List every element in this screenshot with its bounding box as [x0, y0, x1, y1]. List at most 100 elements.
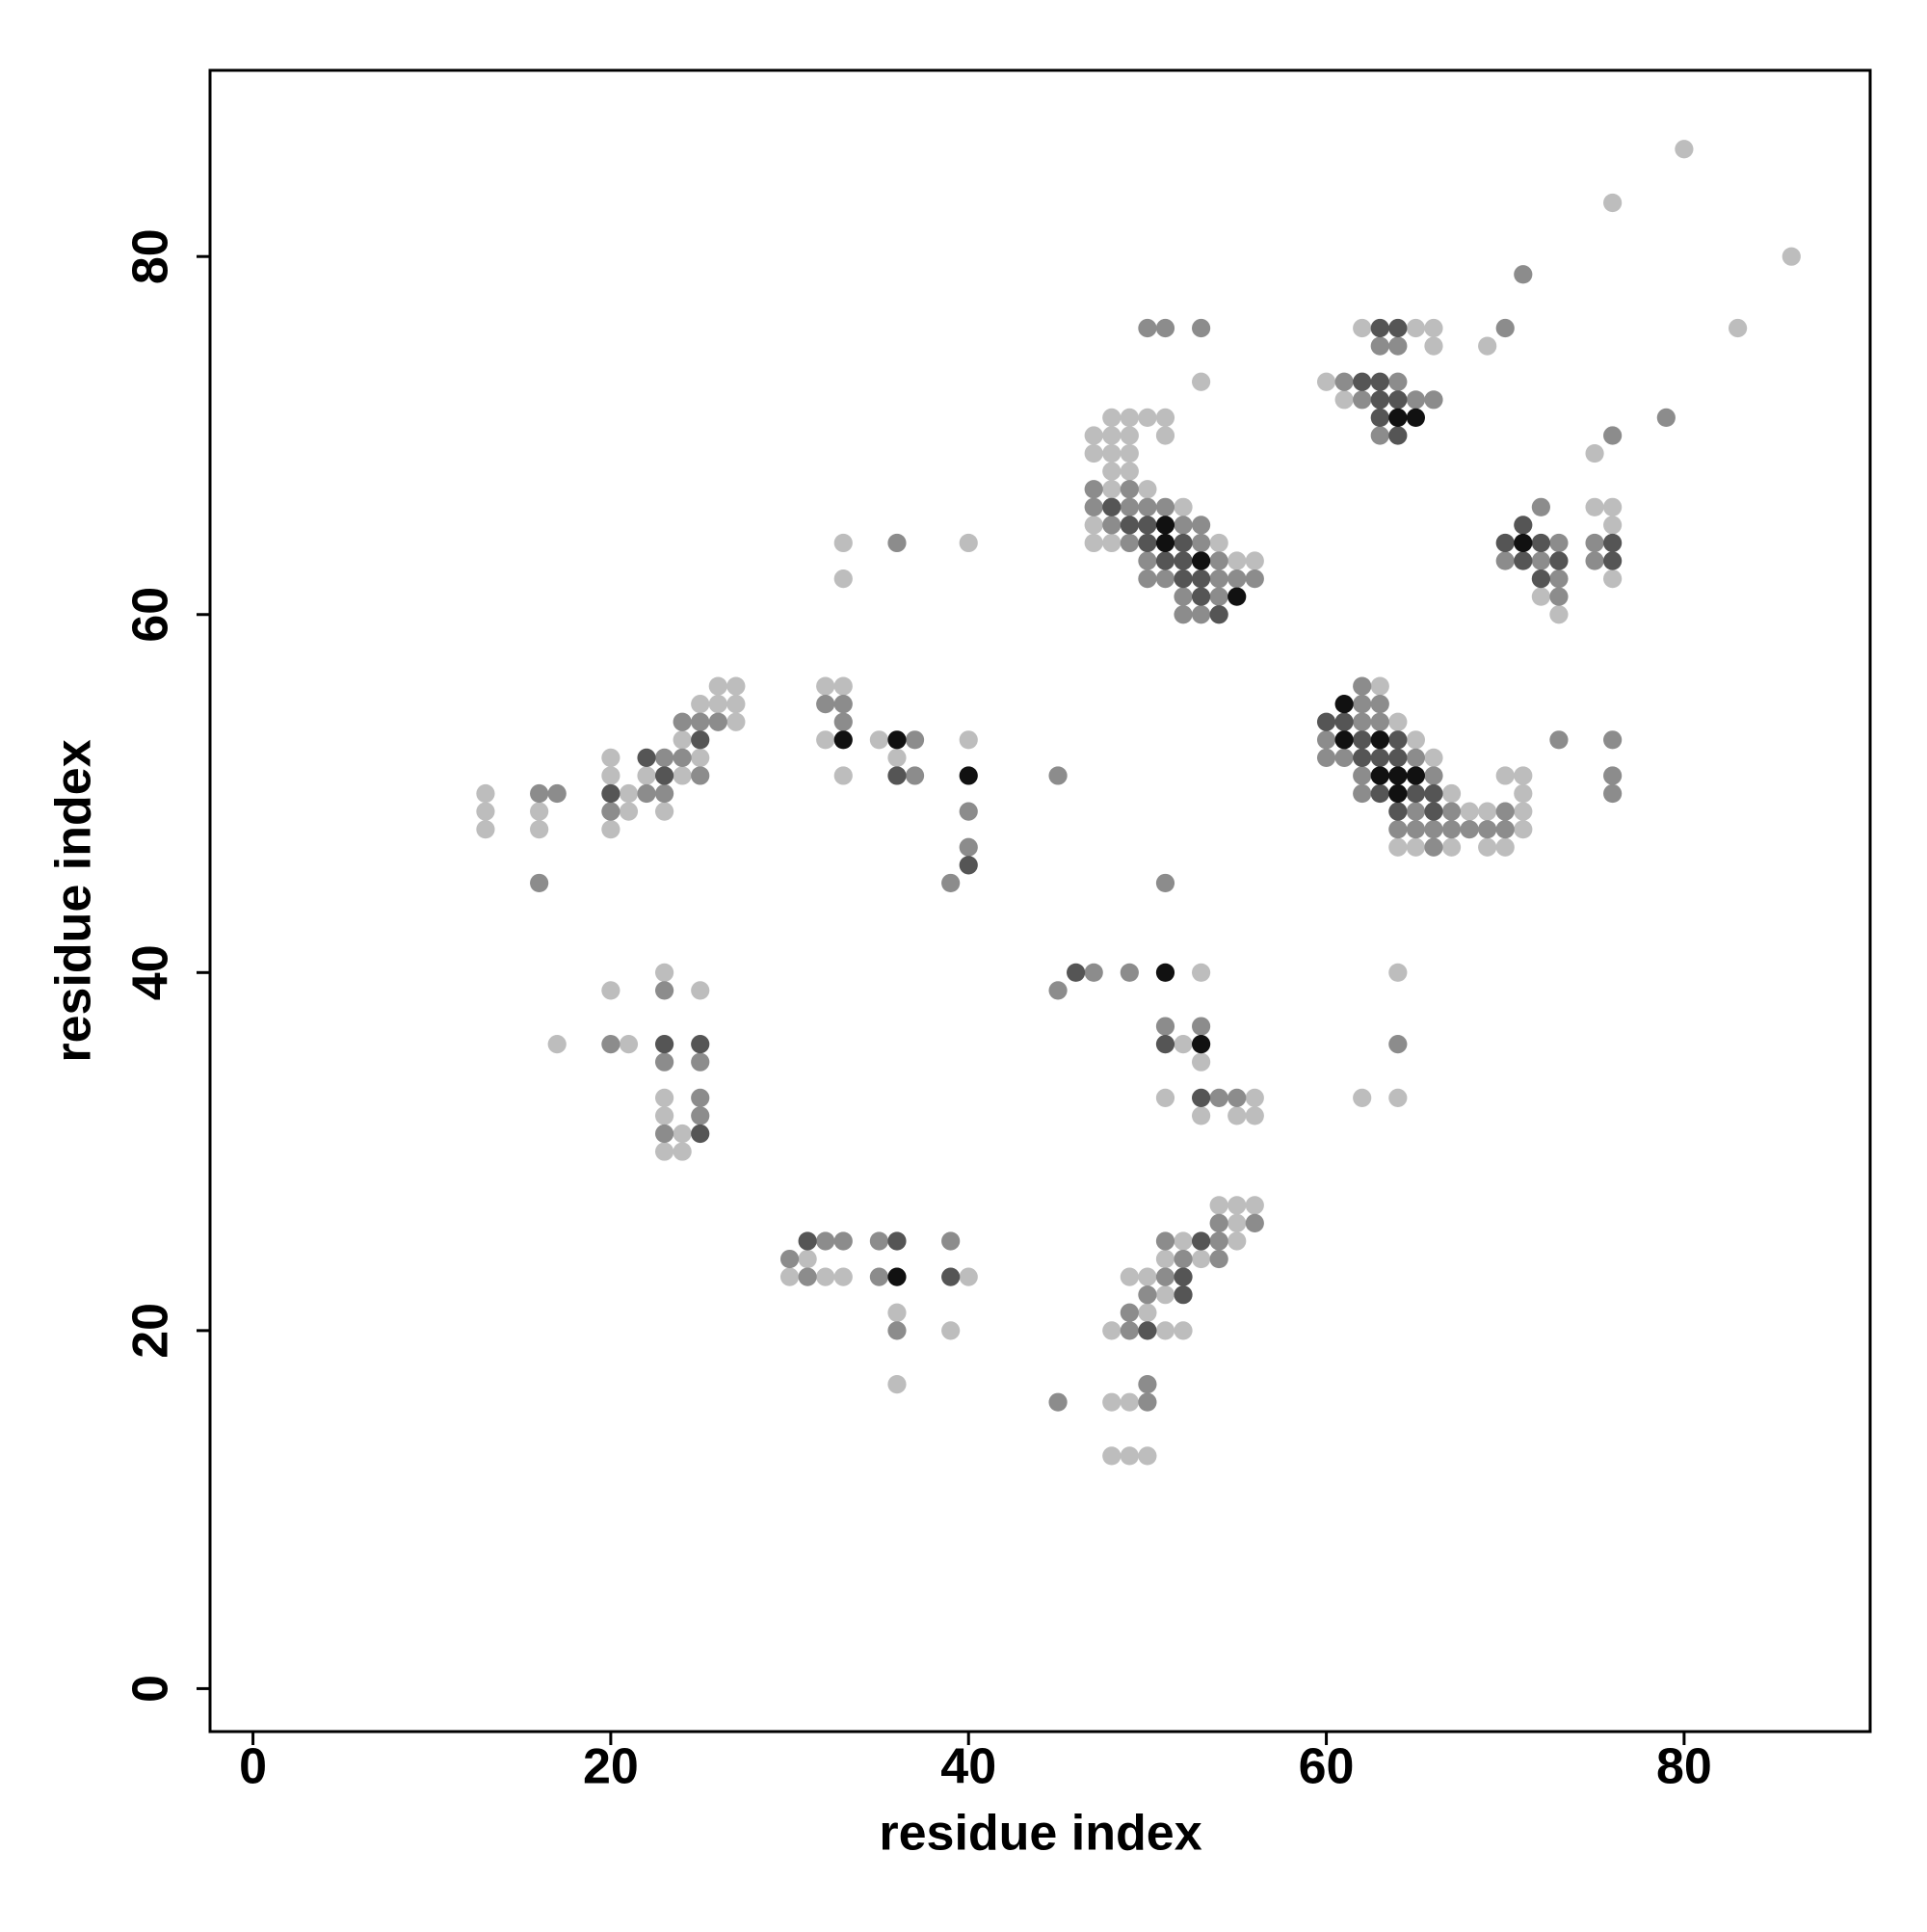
- point: [1120, 426, 1139, 445]
- point: [816, 676, 835, 696]
- point: [547, 1035, 567, 1054]
- point: [1441, 820, 1462, 839]
- point: [1245, 1213, 1264, 1232]
- point: [905, 730, 925, 750]
- point: [619, 783, 639, 804]
- point: [1603, 569, 1623, 589]
- point: [1138, 480, 1157, 499]
- point: [1192, 1035, 1211, 1054]
- point: [1155, 1231, 1175, 1251]
- point: [1120, 963, 1139, 982]
- point: [779, 1267, 800, 1286]
- point: [1245, 551, 1264, 570]
- point: [1353, 712, 1372, 731]
- point: [1192, 318, 1211, 338]
- point: [941, 1321, 961, 1340]
- point: [941, 873, 961, 893]
- point: [1424, 837, 1443, 857]
- y-tick-label: 20: [123, 1303, 179, 1359]
- point: [1495, 820, 1515, 839]
- point: [601, 783, 620, 804]
- point: [1120, 516, 1139, 535]
- point: [816, 1267, 835, 1286]
- point: [1514, 783, 1533, 804]
- point: [1531, 569, 1550, 589]
- point: [1424, 336, 1443, 356]
- point: [1227, 1196, 1247, 1215]
- point: [1406, 802, 1426, 821]
- point: [637, 783, 656, 804]
- point: [1155, 963, 1175, 982]
- point: [1227, 551, 1247, 570]
- point: [1353, 783, 1372, 804]
- point: [1192, 587, 1211, 606]
- point: [1353, 730, 1372, 750]
- point: [887, 748, 907, 767]
- point: [1048, 1392, 1068, 1412]
- point: [1549, 551, 1569, 570]
- point: [869, 730, 888, 750]
- point: [1084, 443, 1103, 463]
- point: [905, 766, 925, 785]
- point: [1155, 516, 1175, 535]
- point: [1441, 802, 1462, 821]
- point: [601, 820, 620, 839]
- point: [1370, 390, 1389, 410]
- point: [833, 569, 853, 589]
- point: [1424, 318, 1443, 338]
- point: [1227, 569, 1247, 589]
- point: [887, 533, 907, 553]
- point: [1120, 408, 1139, 428]
- point: [1316, 748, 1336, 767]
- point: [654, 766, 674, 785]
- point: [1729, 318, 1748, 338]
- point: [1585, 497, 1604, 516]
- point: [887, 1267, 907, 1286]
- point: [1084, 963, 1103, 982]
- point: [833, 1231, 853, 1251]
- point: [1514, 766, 1533, 785]
- point: [1138, 1303, 1157, 1322]
- point: [1120, 1267, 1139, 1286]
- point: [887, 730, 907, 750]
- point: [1155, 318, 1175, 338]
- point: [1120, 1392, 1139, 1412]
- point: [1675, 140, 1694, 159]
- point: [476, 802, 495, 821]
- point: [1406, 318, 1426, 338]
- point: [1084, 497, 1103, 516]
- point: [476, 820, 495, 839]
- point: [1174, 516, 1193, 535]
- point: [1227, 587, 1247, 606]
- point: [726, 676, 746, 696]
- point: [654, 1124, 674, 1144]
- point: [530, 783, 549, 804]
- point: [869, 1231, 888, 1251]
- point: [1155, 1088, 1175, 1107]
- point: [1155, 873, 1175, 893]
- point: [1603, 551, 1623, 570]
- point: [1441, 783, 1462, 804]
- point: [673, 1142, 692, 1161]
- point: [1388, 390, 1408, 410]
- point: [959, 533, 978, 553]
- y-tick-label: 40: [123, 944, 179, 1000]
- point: [1120, 497, 1139, 516]
- point: [1495, 533, 1515, 553]
- point: [654, 802, 674, 821]
- point: [476, 783, 495, 804]
- point: [1155, 1321, 1175, 1340]
- point: [691, 695, 710, 714]
- point: [1370, 372, 1389, 391]
- point: [1353, 318, 1372, 338]
- point: [1388, 712, 1408, 731]
- point: [1155, 533, 1175, 553]
- point: [691, 766, 710, 785]
- point: [726, 695, 746, 714]
- point: [1227, 1231, 1247, 1251]
- point: [691, 730, 710, 750]
- point: [1388, 318, 1408, 338]
- point: [1227, 1213, 1247, 1232]
- point: [1406, 390, 1426, 410]
